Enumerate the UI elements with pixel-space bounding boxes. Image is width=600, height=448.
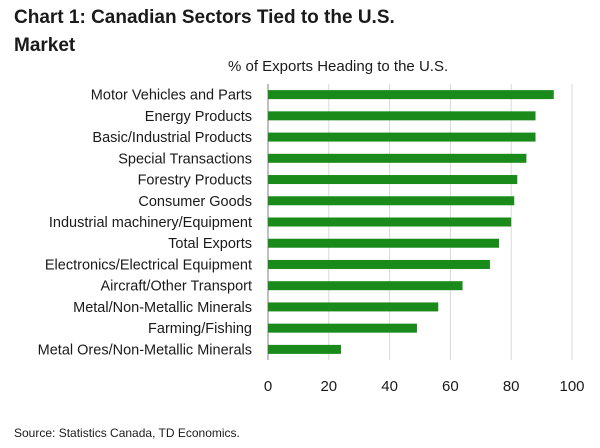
- category-label: Aircraft/Other Transport: [101, 279, 253, 295]
- bar: [268, 132, 536, 142]
- bar: [268, 323, 417, 333]
- bar: [268, 196, 515, 206]
- category-label: Metal/Non-Metallic Minerals: [73, 300, 252, 316]
- bar: [268, 259, 490, 269]
- bar: [268, 281, 463, 291]
- x-tick-label: 100: [559, 378, 584, 395]
- x-tick-label: 0: [264, 378, 272, 395]
- x-tick-label: 40: [381, 378, 398, 395]
- x-tick-labels: 0 20 40 60 80 100: [264, 378, 585, 395]
- axis-title: % of Exports Heading to the U.S.: [228, 58, 449, 75]
- x-tick-label: 80: [503, 378, 520, 395]
- x-tick-label: 60: [442, 378, 459, 395]
- bar: [268, 238, 500, 248]
- category-label: Consumer Goods: [138, 194, 252, 210]
- bar: [268, 90, 554, 100]
- category-label: Industrial machinery/Equipment: [49, 215, 252, 231]
- category-label: Special Transactions: [118, 151, 252, 167]
- category-labels: Motor Vehicles and Parts Energy Products B…: [38, 88, 252, 359]
- category-label: Electronics/Electrical Equipment: [45, 257, 252, 273]
- category-label: Basic/Industrial Products: [92, 130, 252, 146]
- category-label: Forestry Products: [138, 173, 252, 189]
- chart-title: Chart 1: Canadian Sectors Tied to the U.…: [14, 7, 395, 56]
- category-label: Energy Products: [145, 109, 252, 125]
- category-label: Farming/Fishing: [148, 321, 252, 337]
- bar: [268, 111, 536, 121]
- bar: [268, 344, 341, 354]
- bars: [268, 90, 554, 354]
- category-label: Metal Ores/Non-Metallic Minerals: [38, 342, 252, 358]
- bar: [268, 153, 527, 163]
- category-label: Total Exports: [168, 236, 252, 252]
- bar: [268, 175, 518, 185]
- x-tick-label: 20: [320, 378, 337, 395]
- source-note: Source: Statistics Canada, TD Economics.: [14, 426, 240, 440]
- bar: [268, 302, 439, 312]
- bar: [268, 217, 512, 227]
- category-label: Motor Vehicles and Parts: [91, 88, 252, 104]
